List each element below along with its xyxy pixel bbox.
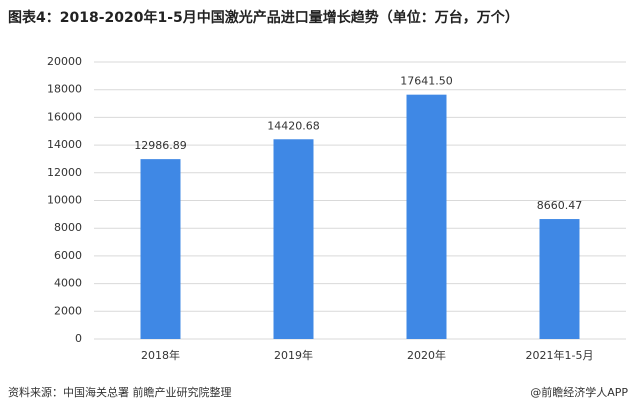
y-tick-label: 10000 bbox=[47, 194, 82, 207]
y-tick-label: 12000 bbox=[47, 166, 82, 179]
y-tick-label: 16000 bbox=[47, 110, 82, 123]
source: 资料来源：中国海关总署 前瞻产业研究院整理 bbox=[8, 385, 232, 399]
x-tick-label: 2019年 bbox=[274, 348, 313, 362]
value-label: 14420.68 bbox=[267, 119, 320, 132]
y-tick-label: 20000 bbox=[47, 55, 82, 68]
x-tick-label: 2020年 bbox=[407, 348, 446, 362]
x-tick-label: 2018年 bbox=[141, 348, 180, 362]
y-tick-label: 8000 bbox=[54, 221, 82, 234]
credit: @前瞻经济学人APP bbox=[530, 385, 628, 399]
bar bbox=[273, 139, 314, 339]
y-tick-label: 6000 bbox=[54, 249, 82, 262]
x-tick-label: 2021年1-5月 bbox=[526, 348, 594, 362]
chart-title: 图表4：2018-2020年1-5月中国激光产品进口量增长趋势（单位：万台，万个… bbox=[8, 9, 519, 26]
y-tick-label: 18000 bbox=[47, 83, 82, 96]
y-tick-label: 4000 bbox=[54, 277, 82, 290]
value-label: 8660.47 bbox=[537, 199, 583, 212]
bar bbox=[406, 94, 447, 339]
bar bbox=[140, 159, 181, 339]
y-tick-label: 2000 bbox=[54, 304, 82, 317]
value-label: 17641.50 bbox=[400, 75, 453, 88]
y-tick-label: 0 bbox=[75, 332, 82, 345]
value-label: 12986.89 bbox=[134, 139, 187, 152]
y-tick-label: 14000 bbox=[47, 138, 82, 151]
bar bbox=[539, 219, 580, 339]
